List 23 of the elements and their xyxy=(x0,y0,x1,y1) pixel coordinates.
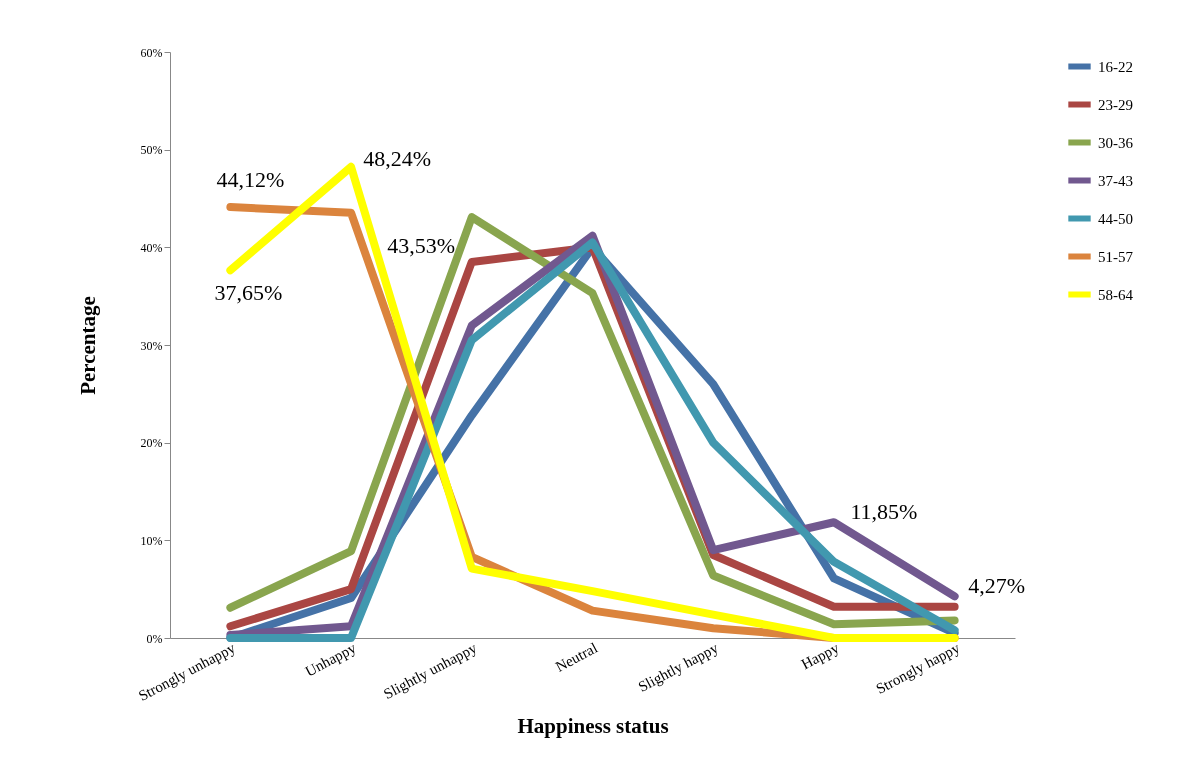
annotation: 44,12% xyxy=(216,167,285,193)
x-tick-label: Happy xyxy=(798,639,842,673)
y-axis-title: Percentage xyxy=(75,296,100,395)
y-tick-label: 0% xyxy=(146,631,163,646)
legend-label: 44-50 xyxy=(1098,210,1133,227)
annotation: 43,53% xyxy=(387,232,455,258)
y-tick-label: 50% xyxy=(140,143,163,158)
legend-label: 16-22 xyxy=(1098,58,1133,75)
legend-label: 58-64 xyxy=(1098,286,1134,303)
legend-label: 23-29 xyxy=(1098,96,1133,113)
x-axis-title: Happiness status xyxy=(517,714,669,739)
legend-label: 51-57 xyxy=(1098,248,1134,265)
legend-label: 37-43 xyxy=(1098,172,1133,189)
y-tick-label: 40% xyxy=(140,240,163,255)
y-tick-label: 10% xyxy=(140,533,163,548)
annotation: 48,24% xyxy=(363,145,431,171)
y-tick-label: 20% xyxy=(140,436,163,451)
annotation: 4,27% xyxy=(968,573,1026,599)
legend-label: 30-36 xyxy=(1098,134,1134,151)
y-tick-label: 30% xyxy=(140,338,163,353)
annotation: 37,65% xyxy=(214,280,283,306)
annotation: 11,85% xyxy=(850,499,918,525)
y-tick-label: 60% xyxy=(140,45,163,60)
